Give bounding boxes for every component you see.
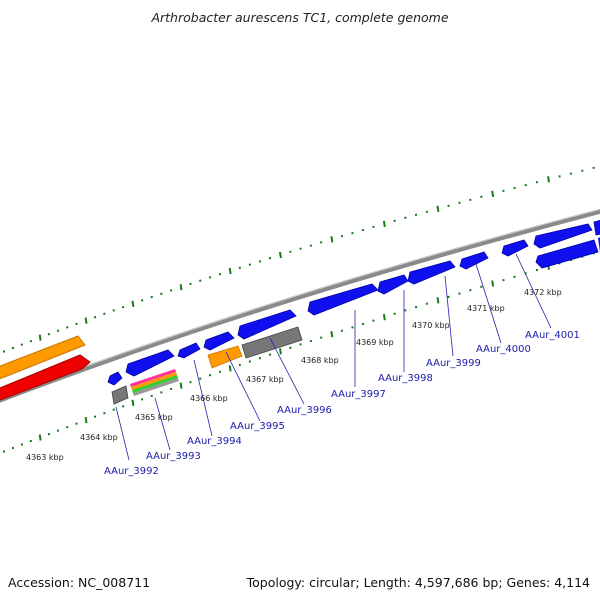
gene-labels: AAur_3992 AAur_3993 AAur_3994 AAur_3995 …: [104, 330, 580, 477]
gene-arrow: [407, 260, 456, 285]
gene-arrow: [177, 342, 201, 359]
gene-label: AAur_3994: [187, 436, 242, 447]
gene-arrow-reverse: [535, 239, 599, 269]
tick-mark: [179, 382, 183, 389]
gene-label: AAur_3998: [378, 373, 433, 384]
tick-mark: [84, 317, 88, 324]
tick-mark: [330, 236, 334, 243]
gene-label: AAur_3993: [146, 451, 201, 462]
kbp-label: 4372 kbp: [524, 288, 562, 297]
map-title: Arthrobacter aurescens TC1, complete gen…: [151, 10, 449, 25]
gene-label: AAur_3996: [277, 405, 332, 416]
gene-arrow: [203, 331, 235, 351]
tick-mark: [279, 251, 282, 259]
gene-row-forward: [107, 219, 600, 386]
tick-mark: [38, 434, 42, 441]
gene-label: AAur_4000: [476, 344, 531, 355]
genome-summary: Topology: circular; Length: 4,597,686 bp…: [246, 575, 590, 590]
accession-text: Accession: NC_008711: [8, 575, 151, 590]
kbp-label: 4363 kbp: [26, 453, 64, 462]
gene-arrow: [593, 219, 600, 236]
kbp-label: 4371 kbp: [467, 304, 505, 313]
red-feature-left: [0, 354, 91, 401]
gray-feature: [111, 385, 129, 405]
tick-mark: [228, 267, 232, 275]
gene-arrow: [533, 223, 593, 249]
tick-mark: [179, 284, 183, 291]
gene-label: AAur_3992: [104, 466, 159, 477]
tick-mark: [382, 220, 386, 228]
kbp-label: 4364 kbp: [80, 433, 118, 442]
tick-mark: [84, 416, 88, 424]
kbp-label: 4370 kbp: [412, 321, 450, 330]
gene-arrow: [501, 239, 529, 257]
tick-mark: [330, 331, 334, 338]
kbp-label: 4367 kbp: [246, 375, 284, 384]
gene-arrow: [459, 251, 489, 270]
multicolor-feature: [130, 369, 179, 396]
tick-mark: [491, 190, 495, 198]
gene-label: AAur_3997: [331, 389, 386, 400]
gene-label: AAur_4001: [525, 330, 580, 341]
gene-arrow: [237, 309, 297, 340]
kbp-label: 4369 kbp: [356, 338, 394, 347]
tick-mark: [436, 297, 440, 304]
tick-mark: [491, 280, 495, 287]
genome-backbone: [0, 208, 600, 403]
kbp-label: 4365 kbp: [135, 413, 173, 422]
gene-arrow: [125, 349, 175, 377]
tick-mark: [279, 348, 282, 355]
outer-ticks: [2, 166, 595, 353]
kbp-label: 4368 kbp: [301, 356, 339, 365]
orange-feature: [207, 345, 243, 369]
gene-arrow: [377, 274, 409, 295]
gene-label: AAur_3995: [230, 421, 285, 432]
tick-mark: [436, 205, 440, 212]
tick-mark: [131, 300, 135, 307]
gene-row-reverse: [111, 237, 600, 405]
tick-mark: [131, 399, 135, 406]
gene-label: AAur_3999: [426, 358, 481, 369]
tick-mark: [38, 334, 42, 341]
gene-arrow: [307, 283, 379, 316]
tick-mark: [547, 176, 550, 183]
kbp-labels: 4363 kbp 4364 kbp 4365 kbp 4366 kbp 4367…: [26, 288, 562, 462]
orange-feature-left: [0, 335, 86, 380]
gene-arrow: [107, 371, 123, 386]
kbp-label: 4366 kbp: [190, 394, 228, 403]
tick-mark: [228, 365, 232, 372]
tick-mark: [382, 314, 386, 321]
label-leaders: [115, 253, 552, 461]
